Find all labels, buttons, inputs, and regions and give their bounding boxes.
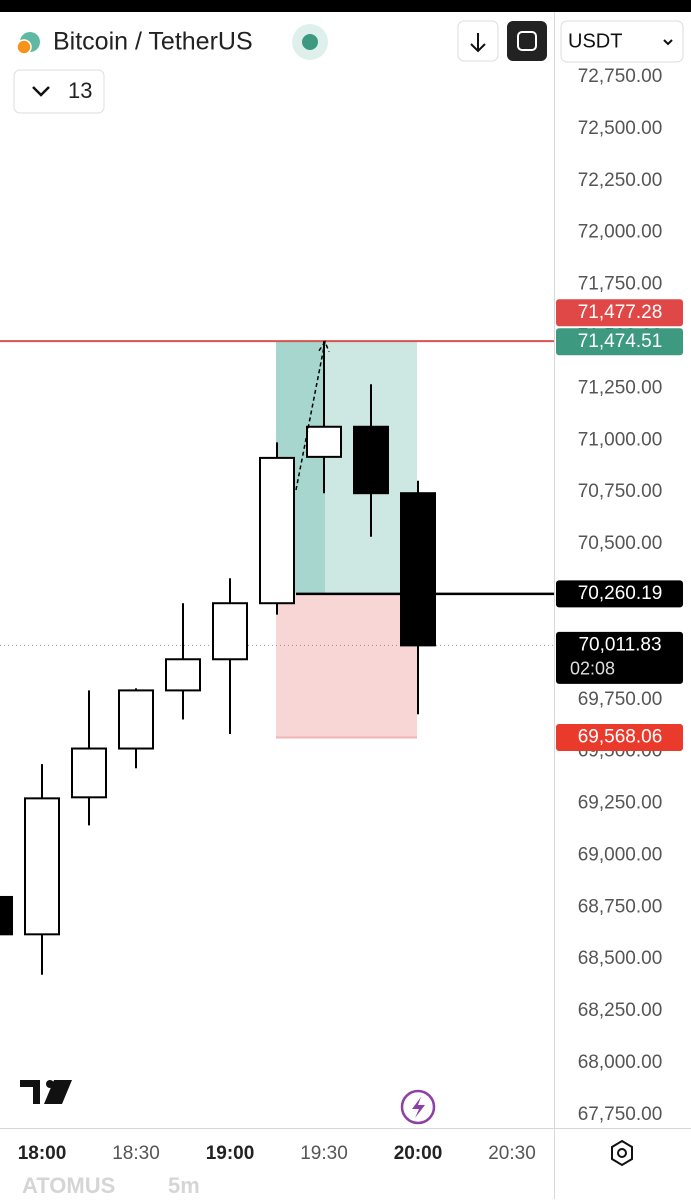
y-tick-label: 70,500.00 xyxy=(578,533,663,554)
price-tag xyxy=(556,328,683,356)
x-tick-label: 19:00 xyxy=(206,1143,255,1164)
y-tick-label: 69,250.00 xyxy=(578,793,663,814)
loss-zone xyxy=(276,593,417,738)
y-tick-label: 72,500.00 xyxy=(578,118,663,139)
price-tag-label: 70,260.19 xyxy=(578,583,663,604)
candle-body xyxy=(0,895,13,936)
price-tag-label: 71,477.28 xyxy=(578,302,663,323)
symbol-title: Bitcoin / TetherUS xyxy=(53,28,253,56)
status-dot xyxy=(302,34,318,50)
y-tick-label: 71,000.00 xyxy=(578,429,663,450)
fullscreen-button[interactable] xyxy=(507,21,547,61)
price-tag xyxy=(556,580,683,608)
watermark: ATOMUS xyxy=(22,1173,115,1198)
countdown-label: 02:08 xyxy=(570,659,615,679)
download-icon xyxy=(470,33,486,53)
chevron-icon xyxy=(32,86,50,97)
x-tick-label: 20:30 xyxy=(488,1143,536,1164)
y-tick-label: 68,500.00 xyxy=(578,948,663,969)
y-tick-label: 68,750.00 xyxy=(578,896,663,917)
settings-icon[interactable] xyxy=(611,1139,633,1167)
candle-body xyxy=(306,425,342,458)
fullscreen-icon xyxy=(517,31,537,51)
settings-icon xyxy=(617,1148,627,1158)
projection-arrow xyxy=(295,340,330,491)
candle-body xyxy=(24,797,60,936)
candle-body xyxy=(165,658,201,692)
candle-body xyxy=(118,689,154,750)
x-tick-label: 18:30 xyxy=(112,1143,160,1164)
price-tag-label: 69,568.06 xyxy=(578,727,663,748)
price-tag xyxy=(556,299,683,327)
indicator-toggle[interactable] xyxy=(13,69,105,114)
y-tick-label: 70,750.00 xyxy=(578,481,663,502)
watermark-interval: 5m xyxy=(168,1173,200,1198)
currency-select[interactable] xyxy=(560,20,684,63)
x-tick-label: 20:00 xyxy=(394,1143,443,1164)
y-tick-label: 72,000.00 xyxy=(578,222,663,243)
price-tag-label: 70,011.83 xyxy=(578,634,661,655)
candle-body xyxy=(71,747,107,799)
dropdown-icon xyxy=(663,39,673,46)
candle-body xyxy=(259,456,295,605)
price-tag-label: 71,474.51 xyxy=(578,331,663,352)
x-tick-label: 18:00 xyxy=(18,1143,67,1164)
y-tick-label: 69,750.00 xyxy=(578,689,663,710)
price-tag xyxy=(556,724,683,752)
indicator-count: 13 xyxy=(68,78,92,103)
y-tick-label: 71,750.00 xyxy=(578,274,663,295)
candle-body xyxy=(400,492,436,647)
y-tick-label: 69,000.00 xyxy=(578,844,663,865)
currency-label: USDT xyxy=(568,30,622,52)
y-tick-label: 71,250.00 xyxy=(578,377,663,398)
status-bar xyxy=(0,0,691,12)
price-tags: 71,477.28 71,474.51 70,260.19 70,011.83 02:0… xyxy=(556,299,683,752)
lightning-icon xyxy=(412,1097,425,1118)
candle-body xyxy=(353,425,389,495)
y-tick-label: 72,750.00 xyxy=(578,66,663,87)
y-tick-label: 68,250.00 xyxy=(578,1000,663,1021)
y-tick-label: 67,750.00 xyxy=(578,1104,663,1125)
y-tick-label: 68,000.00 xyxy=(578,1052,663,1073)
plot-area xyxy=(0,340,554,975)
candle-body xyxy=(212,602,248,661)
tv-logo xyxy=(20,1080,72,1104)
x-tick-label: 19:30 xyxy=(300,1143,348,1164)
tv-logo xyxy=(46,1080,54,1088)
y-tick-label: 72,250.00 xyxy=(578,170,663,191)
coin-icon xyxy=(16,39,32,55)
price-tag xyxy=(556,631,683,684)
